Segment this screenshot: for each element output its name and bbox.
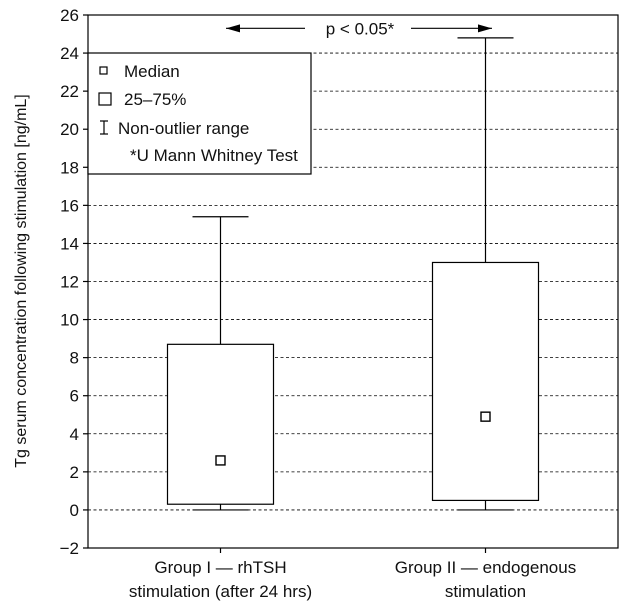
legend-note: *U Mann Whitney Test bbox=[130, 146, 298, 165]
y-axis-label: Tg serum concentration following stimula… bbox=[13, 94, 30, 468]
legend-median-symbol bbox=[99, 66, 108, 75]
y-tick-label: 12 bbox=[60, 273, 79, 292]
legend: Median 25–75% Non-outlier range *U Mann … bbox=[87, 52, 312, 175]
box-plot-series bbox=[166, 37, 540, 511]
y-tick-label: −2 bbox=[60, 539, 79, 558]
significance-annotation: p < 0.05* bbox=[226, 19, 492, 38]
median-marker bbox=[480, 411, 491, 422]
y-tick-label: 24 bbox=[60, 44, 79, 63]
y-tick-label: 4 bbox=[70, 425, 79, 444]
legend-iqr-label: 25–75% bbox=[124, 90, 186, 109]
legend-iqr-symbol bbox=[98, 92, 112, 106]
annotation-arrowhead-right bbox=[478, 24, 492, 33]
y-tick-label: 8 bbox=[70, 349, 79, 368]
iqr-box bbox=[166, 343, 275, 505]
y-tick-label: 6 bbox=[70, 387, 79, 406]
annotation-text: p < 0.05* bbox=[326, 19, 395, 38]
legend-box bbox=[87, 52, 312, 175]
y-tick-label: 22 bbox=[60, 82, 79, 101]
x-category-label: Group I — rhTSH bbox=[154, 558, 286, 577]
y-tick-label: 14 bbox=[60, 234, 79, 253]
y-tick-label: 2 bbox=[70, 463, 79, 482]
annotation-arrowhead-left bbox=[226, 24, 240, 33]
y-tick-label: 10 bbox=[60, 311, 79, 330]
x-axis: Group I — rhTSH stimulation (after 24 hrs… bbox=[129, 548, 576, 601]
y-tick-label: 26 bbox=[60, 6, 79, 25]
legend-median-label: Median bbox=[124, 62, 180, 81]
y-tick-label: 20 bbox=[60, 120, 79, 139]
x-category-label: Group II — endogenous bbox=[395, 558, 576, 577]
y-tick-label: 16 bbox=[60, 196, 79, 215]
y-tick-label: 18 bbox=[60, 158, 79, 177]
x-category-label: stimulation bbox=[445, 582, 526, 601]
legend-whisker-label: Non-outlier range bbox=[118, 119, 249, 138]
iqr-box bbox=[431, 261, 540, 502]
median-marker bbox=[215, 455, 226, 466]
legend-whisker-symbol bbox=[100, 120, 108, 135]
y-tick-label: 0 bbox=[70, 501, 79, 520]
x-category-label: stimulation (after 24 hrs) bbox=[129, 582, 312, 601]
